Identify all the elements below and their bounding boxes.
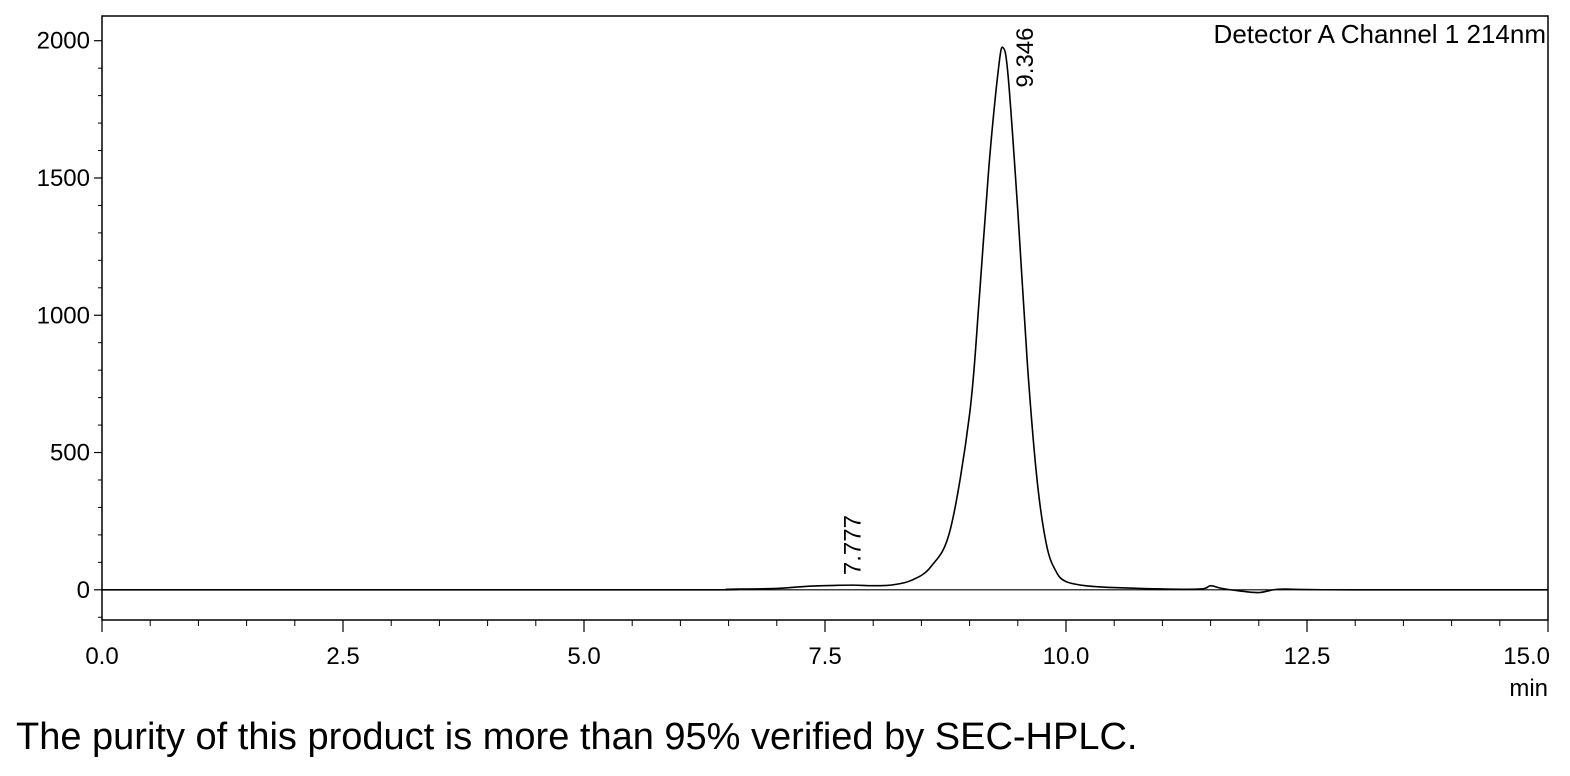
peak-retention-label: 7.777	[840, 515, 867, 575]
y-axis: 0 500 1000 1500 2000	[37, 28, 102, 618]
x-tick-label: 12.5	[1284, 643, 1331, 670]
purity-caption: The purity of this product is more than …	[16, 716, 1138, 758]
y-tick-label: 2000	[37, 28, 90, 55]
chromatogram-trace	[101, 46, 1549, 594]
x-axis-unit-label: min	[1509, 675, 1548, 700]
x-tick-label: 5.0	[567, 643, 600, 670]
detector-legend: Detector A Channel 1 214nm	[1214, 19, 1546, 49]
y-tick-label: 500	[50, 440, 90, 467]
x-axis: 0.0 2.5 5.0 7.5 10.0 12.5 15.0	[85, 620, 1550, 670]
x-tick-label: 2.5	[326, 643, 359, 670]
plot-frame	[101, 15, 1549, 621]
peak-retention-label: 9.346	[1012, 28, 1039, 88]
peak-labels: 7.777 9.346	[840, 28, 1039, 576]
x-tick-label: 0.0	[85, 643, 118, 670]
y-tick-label: 0	[77, 577, 90, 604]
x-tick-label: 7.5	[808, 643, 841, 670]
y-tick-label: 1500	[37, 165, 90, 192]
y-tick-label: 1000	[37, 302, 90, 329]
x-tick-label: 15.0	[1503, 643, 1550, 670]
x-tick-label: 10.0	[1043, 643, 1090, 670]
chromatogram-chart: 0 500 1000 1500 2000 0.0 2.5 5.0 7.5 10.0 12.5 15.…	[37, 15, 1550, 700]
